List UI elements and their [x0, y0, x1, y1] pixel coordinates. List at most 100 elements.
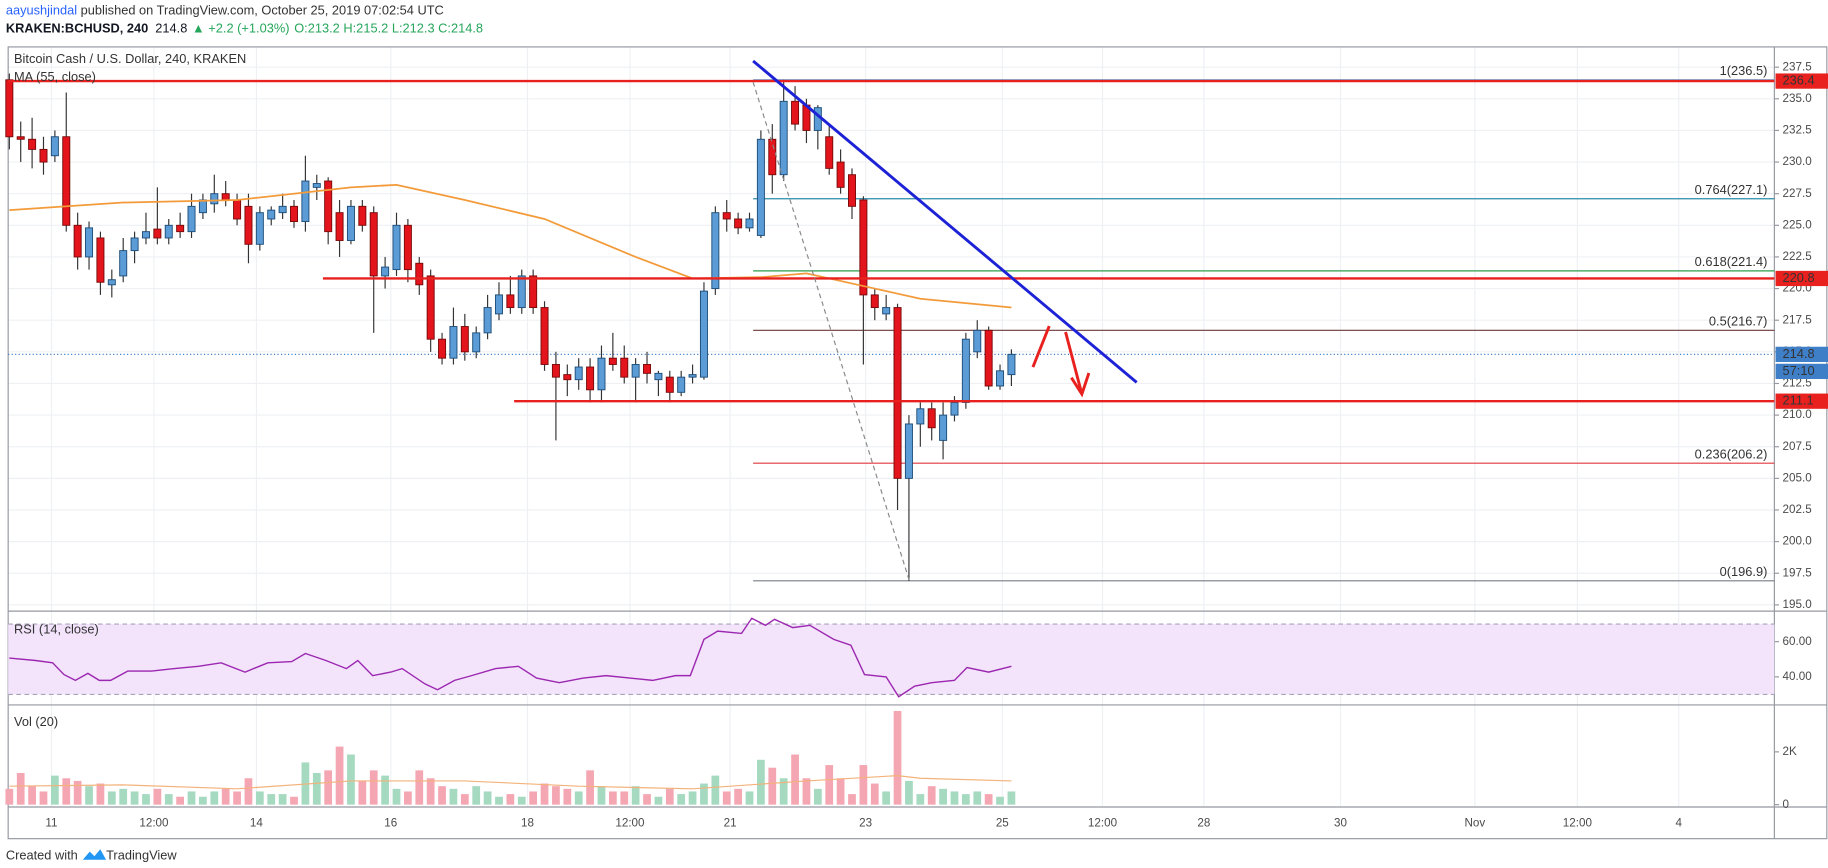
y-tick-label: 230.0: [1783, 155, 1813, 168]
volume-bar: [472, 786, 481, 805]
y-tick-label: 217.5: [1783, 313, 1813, 326]
fib-label: 0.5(216.7): [1709, 313, 1767, 328]
candle-body: [187, 205, 196, 233]
y-tick-label: 225.0: [1783, 218, 1813, 231]
candle-body: [28, 138, 37, 150]
candle-body: [665, 376, 674, 393]
candle-body: [346, 205, 355, 241]
volume-bar: [768, 767, 777, 805]
volume-bar: [654, 796, 663, 805]
arrow-down: [1064, 331, 1084, 395]
volume-bar: [210, 791, 219, 805]
x-tick-label: 18: [521, 816, 534, 829]
candle-body: [267, 209, 276, 220]
y-tick-label: 207.5: [1783, 440, 1813, 453]
volume-bar: [244, 778, 253, 805]
x-tick-label: 30: [1334, 816, 1347, 829]
volume-bar: [460, 794, 469, 805]
volume-bar: [176, 796, 185, 805]
y-tick-label: 222.5: [1783, 250, 1813, 263]
candle-body: [244, 205, 253, 245]
arrow-up: [1031, 325, 1051, 368]
candle-body: [768, 138, 777, 176]
x-tick-label: 21: [724, 816, 737, 829]
y-tick-label: 200.0: [1783, 535, 1813, 548]
volume-bar: [404, 791, 412, 805]
y-tick-label: 237.5: [1783, 60, 1813, 73]
volume-bar: [836, 778, 845, 805]
volume-bar: [813, 788, 822, 805]
countdown-box: [1775, 363, 1828, 380]
candle-body: [221, 193, 230, 201]
level-label: 220.8: [1783, 270, 1815, 285]
volume-bar: [1007, 791, 1016, 805]
volume-bar: [233, 791, 241, 805]
candle-body: [563, 374, 572, 381]
volume-bar: [643, 794, 651, 805]
rsi-tick-label: 60.00: [1783, 635, 1813, 648]
volume-bar: [119, 788, 128, 805]
volume-ma: [9, 775, 1012, 790]
volume-bar: [608, 791, 617, 805]
volume-bar: [426, 778, 435, 805]
candle-body: [699, 290, 708, 378]
volume-bar: [870, 783, 879, 805]
volume-bar: [677, 794, 686, 805]
x-tick-label: 12:00: [139, 816, 169, 829]
logo: [82, 849, 107, 860]
symbol-line: KRAKEN:BCHUSD, 240 214.8 ▲ +2.2 (+1.03%) O:…: [6, 21, 483, 36]
arrow-head: [1070, 372, 1091, 398]
volume-bar: [85, 786, 93, 805]
level-box: [1775, 73, 1828, 89]
volume-bar: [187, 791, 196, 805]
candle-body: [16, 136, 25, 140]
volume-bar: [5, 788, 14, 805]
chart-frame: [7, 46, 1828, 840]
candle-body: [756, 138, 765, 236]
candle-body: [893, 307, 902, 479]
candle-body: [825, 136, 834, 169]
rsi-line: [9, 617, 1012, 698]
candle-body: [961, 338, 970, 403]
volume-bar: [438, 786, 446, 805]
volume-bar: [540, 783, 549, 805]
level-label: 211.1: [1783, 393, 1814, 408]
footer-created: Created with: [6, 848, 78, 863]
volume-bar: [312, 772, 321, 805]
volume-bar: [700, 783, 708, 805]
volume-bar: [848, 794, 856, 805]
volume-bar: [267, 794, 276, 805]
volume-bar: [597, 786, 606, 805]
volume-bar: [574, 791, 583, 805]
x-tick-label: 12:00: [1088, 816, 1118, 829]
candle-body: [916, 408, 925, 425]
ma-line: [9, 183, 1012, 309]
level-box: [1775, 270, 1828, 287]
x-tick-label: 25: [996, 816, 1009, 829]
x-tick-label: 28: [1197, 816, 1210, 829]
frame: [7, 46, 1828, 840]
volume-bar: [859, 765, 868, 805]
candle-body: [688, 374, 697, 378]
volume-bar: [711, 775, 720, 805]
volume-bar: [529, 791, 538, 805]
candle-body: [233, 199, 242, 220]
candle-body: [711, 212, 720, 290]
volume-bar: [16, 772, 25, 805]
y-tick-label: 205.0: [1783, 471, 1813, 484]
candle-body: [176, 224, 185, 233]
level-label: 236.4: [1783, 72, 1815, 87]
volume-bar: [905, 780, 913, 805]
candle-body: [540, 307, 549, 365]
candle-body: [745, 218, 754, 229]
candle-body: [996, 370, 1005, 387]
y-tick-label: 235.0: [1783, 92, 1813, 105]
candle-body: [939, 414, 948, 441]
candle-body: [50, 136, 59, 157]
candle-body: [141, 231, 150, 239]
price-box: [1775, 346, 1828, 362]
candle-body: [882, 307, 891, 315]
candle-body: [324, 180, 333, 233]
candle-body: [96, 237, 105, 283]
